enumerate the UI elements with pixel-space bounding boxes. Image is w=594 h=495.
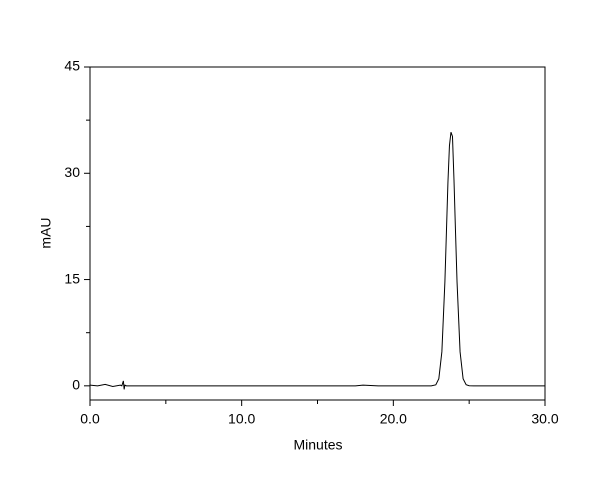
x-tick-label: 0.0 (80, 411, 100, 427)
y-axis-label: mAU (38, 217, 54, 248)
signal-line (89, 132, 545, 390)
y-tick-label: 30 (64, 164, 80, 180)
y-tick-label: 15 (64, 270, 80, 286)
y-tick-label: 0 (72, 377, 80, 393)
x-axis-label: Minutes (293, 437, 342, 453)
y-tick-label: 45 (64, 58, 80, 74)
x-tick-label: 30.0 (531, 411, 558, 427)
x-tick-label: 10.0 (228, 411, 255, 427)
plot-frame (89, 66, 546, 401)
x-tick-label: 20.0 (380, 411, 407, 427)
